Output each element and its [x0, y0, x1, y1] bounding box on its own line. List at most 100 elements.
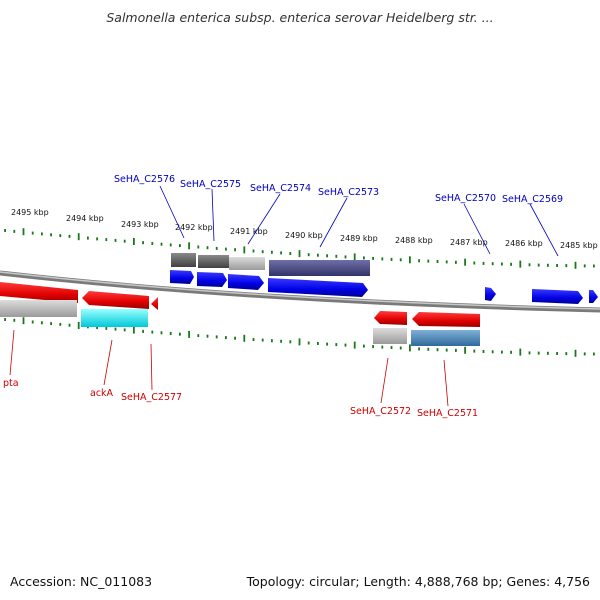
tick-mark [556, 352, 558, 355]
tick-mark [574, 349, 577, 357]
tick-mark [188, 330, 190, 338]
gene-bar [411, 330, 480, 346]
tick-mark [409, 256, 411, 264]
tick-mark [225, 247, 227, 251]
tick-mark [96, 237, 98, 241]
tick-mark [225, 336, 227, 340]
cds-arrow-reverse [82, 291, 149, 309]
tick-mark [501, 262, 503, 266]
tick-label: 2491 kbp [230, 227, 268, 236]
gene-label-reverse: SeHA_C2577 [121, 392, 182, 403]
tick-mark [574, 261, 577, 269]
gene-bar [81, 309, 148, 327]
tick-mark [105, 238, 108, 242]
tick-mark [4, 229, 6, 232]
forward-feature-bars [171, 253, 370, 276]
cds-arrow-forward [170, 270, 194, 284]
tick-label: 2495 kbp [11, 208, 49, 217]
gene-label-reverse: ackA [90, 388, 114, 399]
tick-mark [169, 332, 172, 335]
tick-mark [252, 249, 255, 253]
tick-mark [87, 236, 89, 240]
tick-mark [31, 231, 34, 235]
tick-mark [206, 334, 209, 338]
gene-bar [229, 257, 265, 270]
tick-label: 2486 kbp [505, 239, 543, 248]
tick-mark [381, 345, 384, 349]
tick-mark [464, 258, 466, 266]
tick-mark [22, 228, 25, 236]
accession-label: Accession: NC_011083 [10, 574, 153, 589]
tick-mark [271, 339, 273, 343]
tick-mark [197, 334, 200, 338]
tick-mark [31, 320, 34, 324]
gene-label-forward: SeHA_C2576 [114, 174, 175, 185]
tick-mark [427, 259, 430, 263]
tick-mark [243, 246, 246, 254]
tick-mark [445, 348, 448, 352]
tick-mark [519, 260, 522, 268]
tick-mark [68, 323, 71, 327]
tick-mark [326, 342, 328, 346]
gene-bar [373, 328, 407, 344]
tick-mark [353, 253, 356, 261]
tick-mark [583, 264, 586, 268]
tick-mark [519, 348, 522, 356]
tick-mark [583, 352, 586, 356]
tick-mark [261, 250, 264, 254]
tick-mark [123, 239, 126, 243]
tick-mark [41, 321, 43, 325]
gene-bar [0, 300, 77, 317]
tick-mark [501, 350, 503, 354]
gene-label-reverse: SeHA_C2571 [417, 408, 478, 419]
tick-mark [151, 242, 154, 245]
gene-label-forward: SeHA_C2569 [502, 194, 563, 205]
tick-mark [307, 253, 310, 257]
tick-mark [280, 251, 282, 255]
tick-mark [427, 347, 430, 351]
tick-mark [473, 261, 476, 265]
tick-mark [105, 326, 108, 330]
cds-arrow-forward [228, 274, 264, 290]
tick-mark [565, 352, 568, 356]
tick-mark [363, 256, 365, 260]
tick-mark [547, 351, 549, 355]
tick-mark [142, 329, 144, 333]
tick-mark [96, 326, 98, 330]
gene-label-forward: SeHA_C2573 [318, 187, 379, 198]
tick-mark [179, 332, 181, 336]
tick-mark [464, 346, 466, 354]
tick-mark [289, 340, 292, 344]
tick-mark [409, 344, 411, 352]
reverse-cds-arrows [0, 282, 480, 327]
tick-mark [418, 347, 420, 351]
tick-mark [399, 258, 402, 262]
tick-mark [4, 318, 6, 321]
tick-mark [390, 346, 393, 349]
cds-arrow-forward [197, 272, 227, 287]
tick-mark [510, 350, 512, 354]
tick-mark [556, 264, 558, 267]
tick-mark [271, 250, 273, 254]
gene-label-forward: SeHA_C2574 [250, 183, 311, 194]
tick-mark [418, 259, 420, 263]
gene-bar [269, 260, 370, 276]
tick-mark [215, 246, 218, 250]
tick-label: 2494 kbp [66, 214, 104, 223]
tick-label: 2492 kbp [175, 223, 213, 232]
tick-mark [114, 327, 117, 331]
tick-mark [317, 253, 319, 257]
tick-mark [68, 234, 71, 238]
tick-mark [537, 351, 540, 355]
tick-mark [317, 342, 319, 345]
tick-label: 2485 kbp [560, 241, 598, 250]
tick-mark [50, 233, 52, 237]
cds-arrow-forward [589, 290, 598, 303]
tick-label: 2487 kbp [450, 238, 488, 247]
tick-mark [455, 348, 457, 352]
tick-mark [307, 341, 310, 345]
gene-label-forward: SeHA_C2570 [435, 193, 496, 204]
tick-mark [59, 234, 62, 238]
tick-mark [41, 232, 43, 236]
